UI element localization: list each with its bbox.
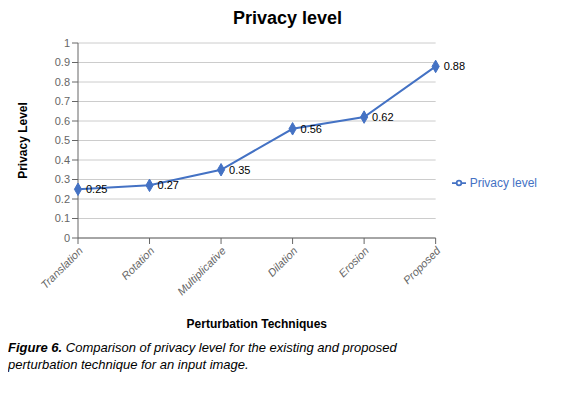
svg-text:0: 0 <box>64 232 70 244</box>
svg-text:Perturbation Techniques: Perturbation Techniques <box>187 317 328 331</box>
html-text:Privacy level: Privacy level <box>233 8 342 28</box>
svg-text:0.25: 0.25 <box>86 183 107 195</box>
svg-text:0.3: 0.3 <box>55 173 70 185</box>
html-text:Privacy level: Privacy level <box>469 175 537 190</box>
svg-text:0.35: 0.35 <box>229 164 250 176</box>
svg-text:Translation: Translation <box>39 244 85 290</box>
svg-text:0.9: 0.9 <box>55 56 70 68</box>
svg-text:Proposed: Proposed <box>401 244 443 286</box>
svg-text:Erosion: Erosion <box>336 244 371 279</box>
svg-text:0.8: 0.8 <box>55 76 70 88</box>
svg-text:0.56: 0.56 <box>301 123 322 135</box>
svg-text:0.88: 0.88 <box>444 60 465 72</box>
svg-text:0.27: 0.27 <box>158 179 179 191</box>
svg-text:0.62: 0.62 <box>372 111 393 123</box>
svg-text:0.7: 0.7 <box>55 95 70 107</box>
svg-text:0.6: 0.6 <box>55 115 70 127</box>
svg-text:0.2: 0.2 <box>55 193 70 205</box>
svg-text:0.4: 0.4 <box>55 154 70 166</box>
svg-text:Dilation: Dilation <box>265 244 299 278</box>
svg-text:0.1: 0.1 <box>55 212 70 224</box>
svg-text:Multiplicative: Multiplicative <box>175 244 228 297</box>
svg-text:0.5: 0.5 <box>55 134 70 146</box>
html-text:Figure 6. Comparison of privac: Figure 6. Comparison of privacy level fo… <box>8 340 397 355</box>
svg-text:Rotation: Rotation <box>119 244 156 281</box>
svg-text:1: 1 <box>64 37 70 49</box>
html-text:perturbation technique for an: perturbation technique for an input imag… <box>8 357 249 372</box>
svg-text:Privacy Level: Privacy Level <box>16 102 30 179</box>
